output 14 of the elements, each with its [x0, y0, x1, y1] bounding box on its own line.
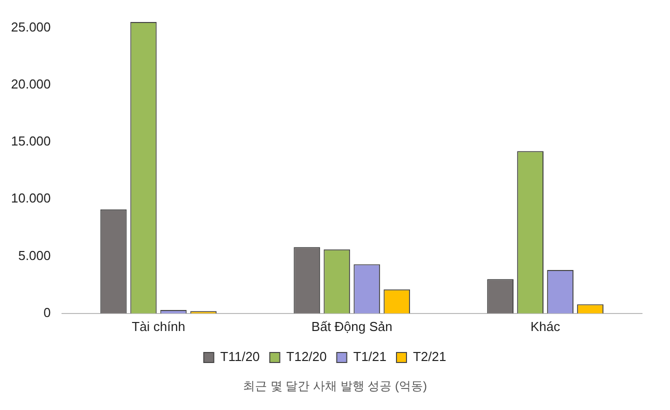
y-tick-label: 15.000: [10, 134, 51, 149]
text: 최근 몇 달간 사채 발행 성공 (억동): [242, 378, 428, 395]
y-tick-label: 10.000: [10, 190, 51, 206]
legend-label: T11/20: [220, 349, 260, 364]
y-tick-label: 5.000: [18, 248, 51, 263]
legend-label: T2/21: [412, 349, 446, 364]
y-tick-label: 20.000: [10, 76, 51, 92]
legend-label: T1/21: [353, 349, 386, 364]
legend-label: T12/20: [286, 349, 327, 364]
x-tick-label: Tài chính: [132, 318, 186, 334]
x-tick-label: Bất Động Sản: [311, 318, 392, 334]
x-tick-label: Khác: [530, 318, 561, 334]
y-tick-label: 0: [44, 304, 51, 320]
y-tick-label: 25.000: [10, 19, 51, 34]
